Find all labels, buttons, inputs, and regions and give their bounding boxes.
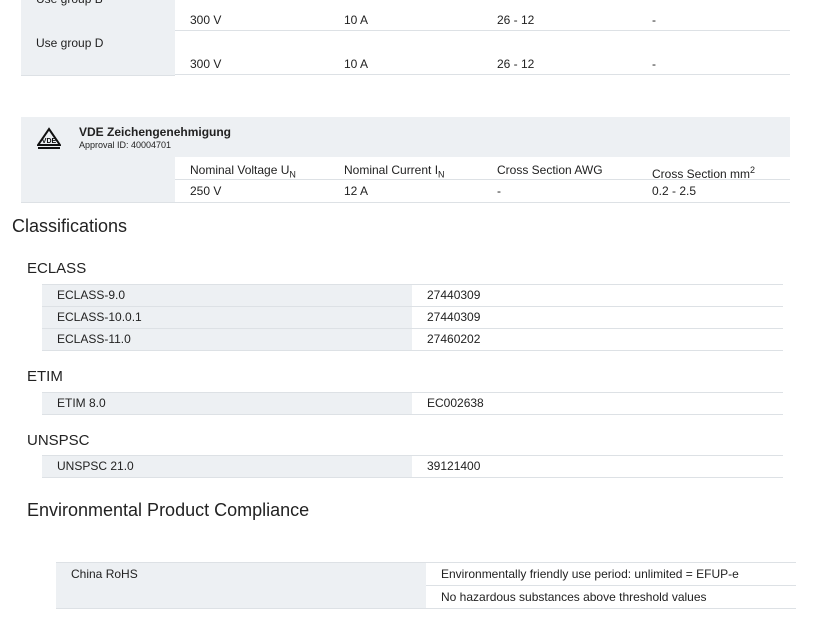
value-cell bbox=[412, 328, 783, 351]
value: - bbox=[652, 13, 656, 27]
key-cell bbox=[56, 562, 426, 609]
value: 27460202 bbox=[427, 332, 481, 346]
group-label: Use group B bbox=[36, 0, 103, 6]
value: 26 - 12 bbox=[497, 13, 535, 27]
value: - bbox=[652, 57, 656, 71]
val-row bbox=[175, 180, 790, 203]
column-header: Nominal Voltage UN bbox=[190, 163, 296, 181]
value: 300 V bbox=[190, 57, 222, 71]
header-sub: N bbox=[289, 169, 296, 180]
header-text: Cross Section mm bbox=[652, 167, 751, 181]
section-title: Classifications bbox=[12, 216, 128, 236]
value: 26 - 12 bbox=[497, 57, 535, 71]
value: 10 A bbox=[344, 13, 369, 27]
hdr-row bbox=[175, 157, 790, 180]
icon: VDE bbox=[36, 127, 62, 149]
value-row bbox=[175, 52, 790, 75]
column-header: Nominal Current IN bbox=[344, 163, 445, 181]
header-text: Nominal Voltage U bbox=[190, 163, 290, 177]
group-title: UNSPSC bbox=[27, 432, 90, 449]
value: 12 A bbox=[344, 184, 369, 198]
key: China RoHS bbox=[71, 567, 138, 581]
key: UNSPSC 21.0 bbox=[57, 459, 134, 473]
value: - bbox=[497, 184, 501, 198]
header-text: Nominal Current I bbox=[344, 163, 439, 177]
value: 10 A bbox=[344, 57, 369, 71]
key: ECLASS-9.0 bbox=[57, 288, 126, 302]
vde-title: VDE Zeichengenehmigung bbox=[79, 125, 232, 139]
value: 300 V bbox=[190, 13, 222, 27]
hdr-left bbox=[21, 157, 175, 203]
header-sup: 2 bbox=[750, 165, 756, 175]
key-cell bbox=[42, 455, 412, 478]
group-title: ECLASS bbox=[27, 260, 87, 277]
value-cell bbox=[412, 392, 783, 415]
group-label: Use group D bbox=[36, 36, 104, 50]
header-sub: N bbox=[438, 169, 445, 180]
value-cell bbox=[426, 585, 796, 609]
key-cell bbox=[42, 392, 412, 415]
vde-header bbox=[21, 117, 790, 157]
group-title: ETIM bbox=[27, 368, 63, 385]
value-cell bbox=[412, 455, 783, 478]
value: 27440309 bbox=[427, 288, 481, 302]
key: ECLASS-10.0.1 bbox=[57, 310, 142, 324]
key: ETIM 8.0 bbox=[57, 396, 106, 410]
svg-text:VDE: VDE bbox=[42, 138, 57, 145]
value: Environmentally friendly use period: unl… bbox=[441, 567, 739, 581]
key-cell bbox=[42, 328, 412, 351]
value: 250 V bbox=[190, 184, 222, 198]
value: 0.2 - 2.5 bbox=[652, 184, 697, 198]
vde-icon: VDE bbox=[36, 127, 62, 149]
column-header: Cross Section mm2 bbox=[652, 163, 755, 181]
value: 27440309 bbox=[427, 310, 481, 324]
section-title: Environmental Product Compliance bbox=[27, 500, 310, 520]
value-row bbox=[175, 8, 790, 31]
header-text: Cross Section AWG bbox=[497, 163, 603, 177]
approval-id: Approval ID: 40004701 bbox=[79, 140, 172, 150]
label-cell bbox=[21, 30, 175, 76]
value: 39121400 bbox=[427, 459, 481, 473]
value: EC002638 bbox=[427, 396, 484, 410]
value: No hazardous substances above threshold … bbox=[441, 590, 707, 604]
key: ECLASS-11.0 bbox=[57, 332, 131, 346]
column-header: Cross Section AWG bbox=[497, 163, 603, 177]
